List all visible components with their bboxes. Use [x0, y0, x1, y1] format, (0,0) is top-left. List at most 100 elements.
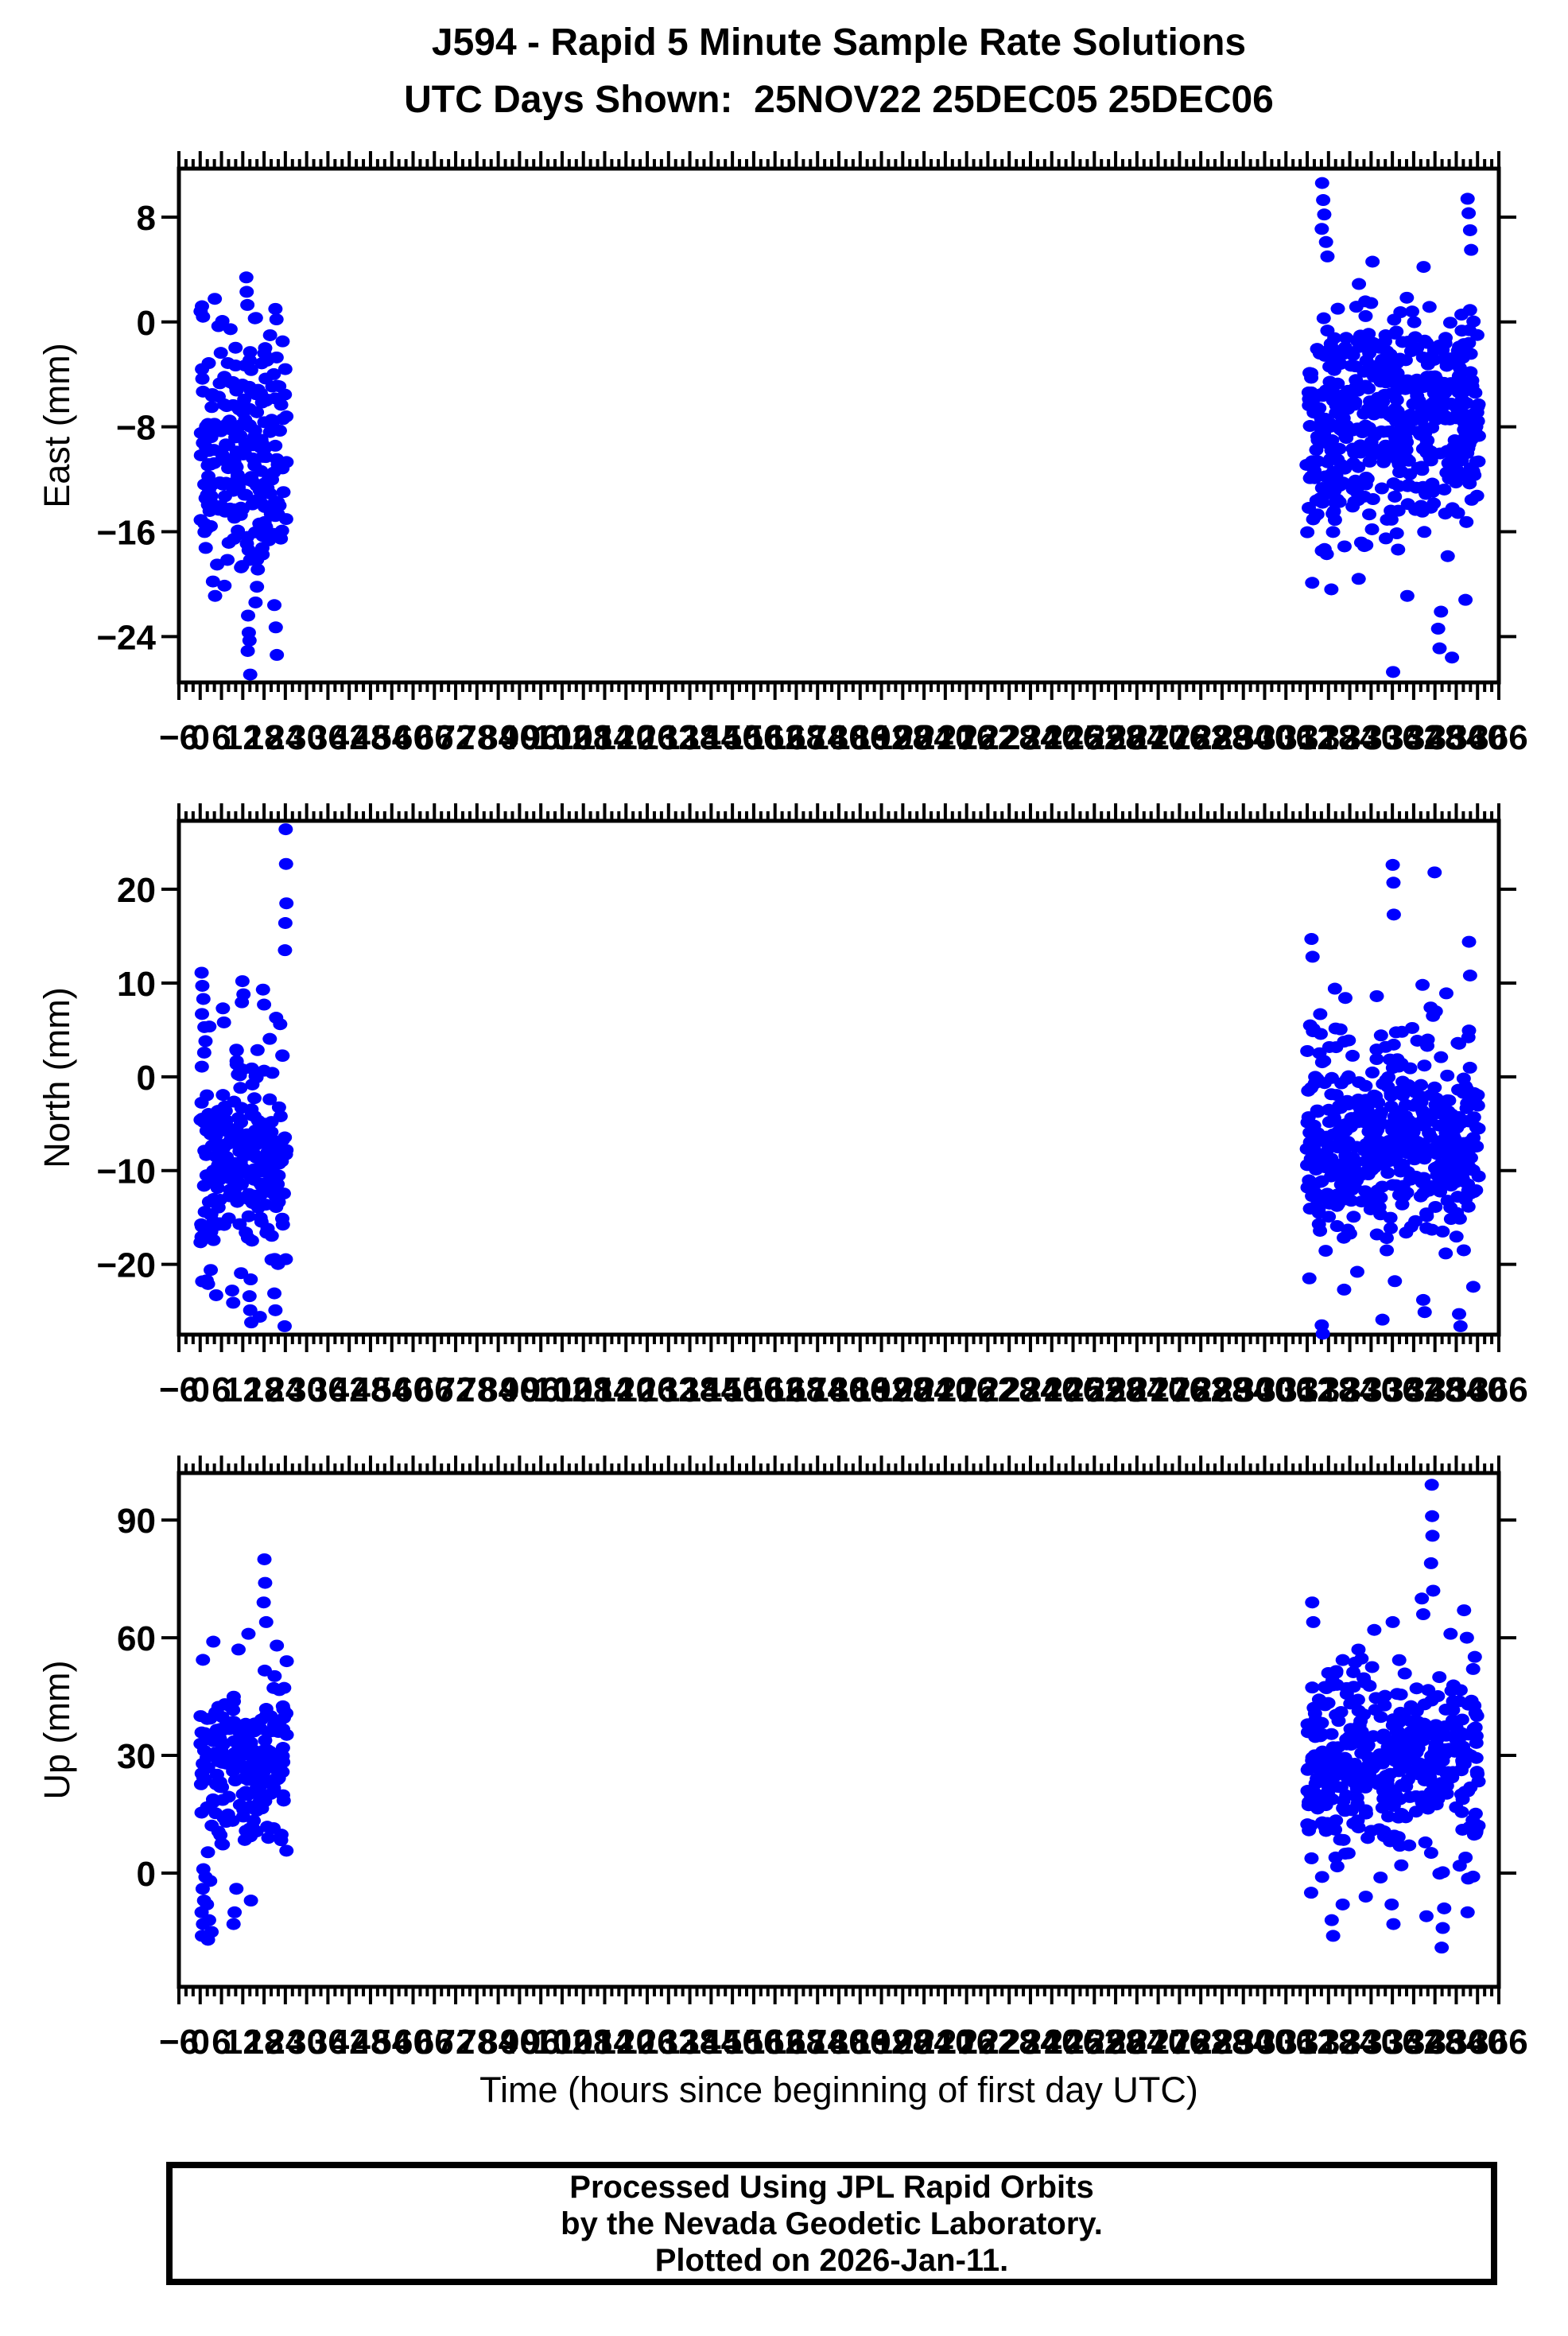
- east-x-tick-label: 72: [437, 718, 475, 757]
- up-x-tick-label: 30: [287, 2023, 326, 2062]
- north-x-tick-label: 348: [1406, 1370, 1464, 1409]
- up-x-tick-label: 360: [1449, 2023, 1507, 2062]
- north-y-tick-labels: 20 10 0 −10 −20: [96, 871, 156, 1285]
- up-x-tick-label: 198: [874, 2023, 932, 2062]
- east-subplot: 80−8−16−24−60 612182430364248546066727884…: [96, 151, 1528, 757]
- north-x-tick-label: 42: [330, 1370, 369, 1409]
- east-x-tick-label: 234: [1001, 718, 1060, 757]
- north-x-tick-label: 66: [415, 1370, 454, 1409]
- east-x-tick-label: 204: [895, 718, 953, 757]
- east-x-tick-label: 126: [618, 718, 676, 757]
- east-x-tick-label: 174: [789, 718, 848, 757]
- chart-title-line-2: UTC Days Shown: 25NOV22 25DEC05 25DEC06: [404, 79, 1274, 121]
- east-x-tick-label: 0: [191, 718, 210, 757]
- east-x-tick-label: 246: [1044, 718, 1102, 757]
- east-scatter-points: [193, 177, 1486, 681]
- up-x-tick-label: 84: [479, 2023, 518, 2062]
- east-x-tick-label: 324: [1321, 718, 1380, 757]
- east-x-tick-label: 222: [959, 718, 1017, 757]
- up-x-tick-label: 222: [959, 2023, 1017, 2062]
- north-axis-title: North (mm): [37, 987, 77, 1168]
- north-x-tick-label: 138: [661, 1370, 719, 1409]
- east-x-tick-label: 60: [394, 718, 433, 757]
- north-y-tick-label: 10: [117, 965, 156, 1004]
- north-x-tick-label: 366: [1469, 1370, 1527, 1409]
- east-x-tick-label: 6: [212, 718, 231, 757]
- up-x-tick-label: 270: [1129, 2023, 1187, 2062]
- north-x-tick-label: 108: [554, 1370, 612, 1409]
- east-x-tick-label: 108: [554, 718, 612, 757]
- east-x-tick-label: 90: [500, 718, 539, 757]
- north-x-tick-label: 288: [1193, 1370, 1251, 1409]
- east-x-tick-label: 138: [661, 718, 719, 757]
- north-x-tick-label: 252: [1065, 1370, 1124, 1409]
- east-x-tick-label: 354: [1427, 718, 1486, 757]
- east-x-tick-label: 228: [980, 718, 1038, 757]
- north-x-tick-label: 72: [437, 1370, 475, 1409]
- north-x-tick-label: 276: [1151, 1370, 1209, 1409]
- east-x-tick-label: 210: [916, 718, 974, 757]
- up-x-tick-label: 18: [245, 2023, 284, 2062]
- footer-line-3: Plotted on 2026-Jan-11.: [654, 2242, 1009, 2278]
- up-x-tick-label: 150: [703, 2023, 761, 2062]
- up-x-tick-label: 90: [500, 2023, 539, 2062]
- north-x-tick-label: 132: [639, 1370, 697, 1409]
- east-x-tick-label: 300: [1236, 718, 1294, 757]
- up-x-tick-label: 24: [266, 2023, 305, 2062]
- up-x-tick-label: 36: [309, 2023, 347, 2062]
- east-y-tick-labels: 8 0 −8 −16 −24: [96, 199, 156, 657]
- north-y-tick-label: 20: [117, 871, 156, 910]
- up-x-tick-label: 54: [372, 2023, 411, 2062]
- up-x-tick-label: 180: [809, 2023, 867, 2062]
- up-x-tick-label: 12: [223, 2023, 262, 2062]
- east-x-tick-label: 24: [266, 718, 305, 757]
- east-x-tick-label: 162: [746, 718, 804, 757]
- north-x-tick-label: 54: [372, 1370, 411, 1409]
- east-x-tick-label: 144: [682, 718, 741, 757]
- east-x-tick-label: 18: [245, 718, 284, 757]
- north-x-tick-label: 294: [1214, 1370, 1273, 1409]
- north-x-tick-label: 360: [1449, 1370, 1507, 1409]
- east-x-tick-label: 258: [1086, 718, 1144, 757]
- east-x-tick-label: 96: [522, 718, 561, 757]
- up-x-tick-label: 78: [457, 2023, 496, 2062]
- up-x-tick-label: 300: [1236, 2023, 1294, 2062]
- north-x-tick-label: 174: [789, 1370, 848, 1409]
- north-x-tick-label: 258: [1086, 1370, 1144, 1409]
- footer-line-2: by the Nevada Geodetic Laboratory.: [561, 2206, 1103, 2241]
- east-x-tick-label: 276: [1151, 718, 1209, 757]
- east-x-tick-label: 318: [1299, 718, 1357, 757]
- north-x-tick-labels: −60 6121824303642485460667278849096102108…: [159, 1370, 1528, 1409]
- east-x-tick-label: 192: [852, 718, 910, 757]
- east-x-tick-label: 186: [831, 718, 889, 757]
- north-x-tick-label: 222: [959, 1370, 1017, 1409]
- up-x-tick-label: 276: [1151, 2023, 1209, 2062]
- east-x-tick-label: 168: [767, 718, 825, 757]
- north-x-tick-label: 312: [1278, 1370, 1336, 1409]
- up-x-tick-label: 156: [724, 2023, 782, 2062]
- north-x-tick-label: 96: [522, 1370, 561, 1409]
- up-x-tick-label: 102: [533, 2023, 591, 2062]
- up-x-tick-label: 228: [980, 2023, 1038, 2062]
- north-x-tick-label: 336: [1363, 1370, 1421, 1409]
- north-x-tick-label: 318: [1299, 1370, 1357, 1409]
- east-y-tick-label: −16: [96, 513, 156, 552]
- east-y-tick-label: 8: [137, 199, 156, 238]
- up-x-tick-label: 258: [1086, 2023, 1144, 2062]
- east-x-tick-label: 240: [1023, 718, 1081, 757]
- up-x-tick-label: 330: [1342, 2023, 1400, 2062]
- east-x-tick-label: 282: [1171, 718, 1229, 757]
- up-x-tick-label: 348: [1406, 2023, 1464, 2062]
- up-x-tick-label: 240: [1023, 2023, 1081, 2062]
- up-x-tick-label: 96: [522, 2023, 561, 2062]
- east-x-tick-label: 12: [223, 718, 262, 757]
- up-x-tick-label: 168: [767, 2023, 825, 2062]
- north-x-tick-label: 18: [245, 1370, 284, 1409]
- north-x-tick-label: 12: [223, 1370, 262, 1409]
- north-x-tick-label: 354: [1427, 1370, 1486, 1409]
- footer-credit-box: Processed Using JPL Rapid Orbits by the …: [166, 2162, 1497, 2285]
- east-x-tick-label: 360: [1449, 718, 1507, 757]
- north-x-tick-label: −6: [159, 1370, 199, 1409]
- north-x-tick-label: 150: [703, 1370, 761, 1409]
